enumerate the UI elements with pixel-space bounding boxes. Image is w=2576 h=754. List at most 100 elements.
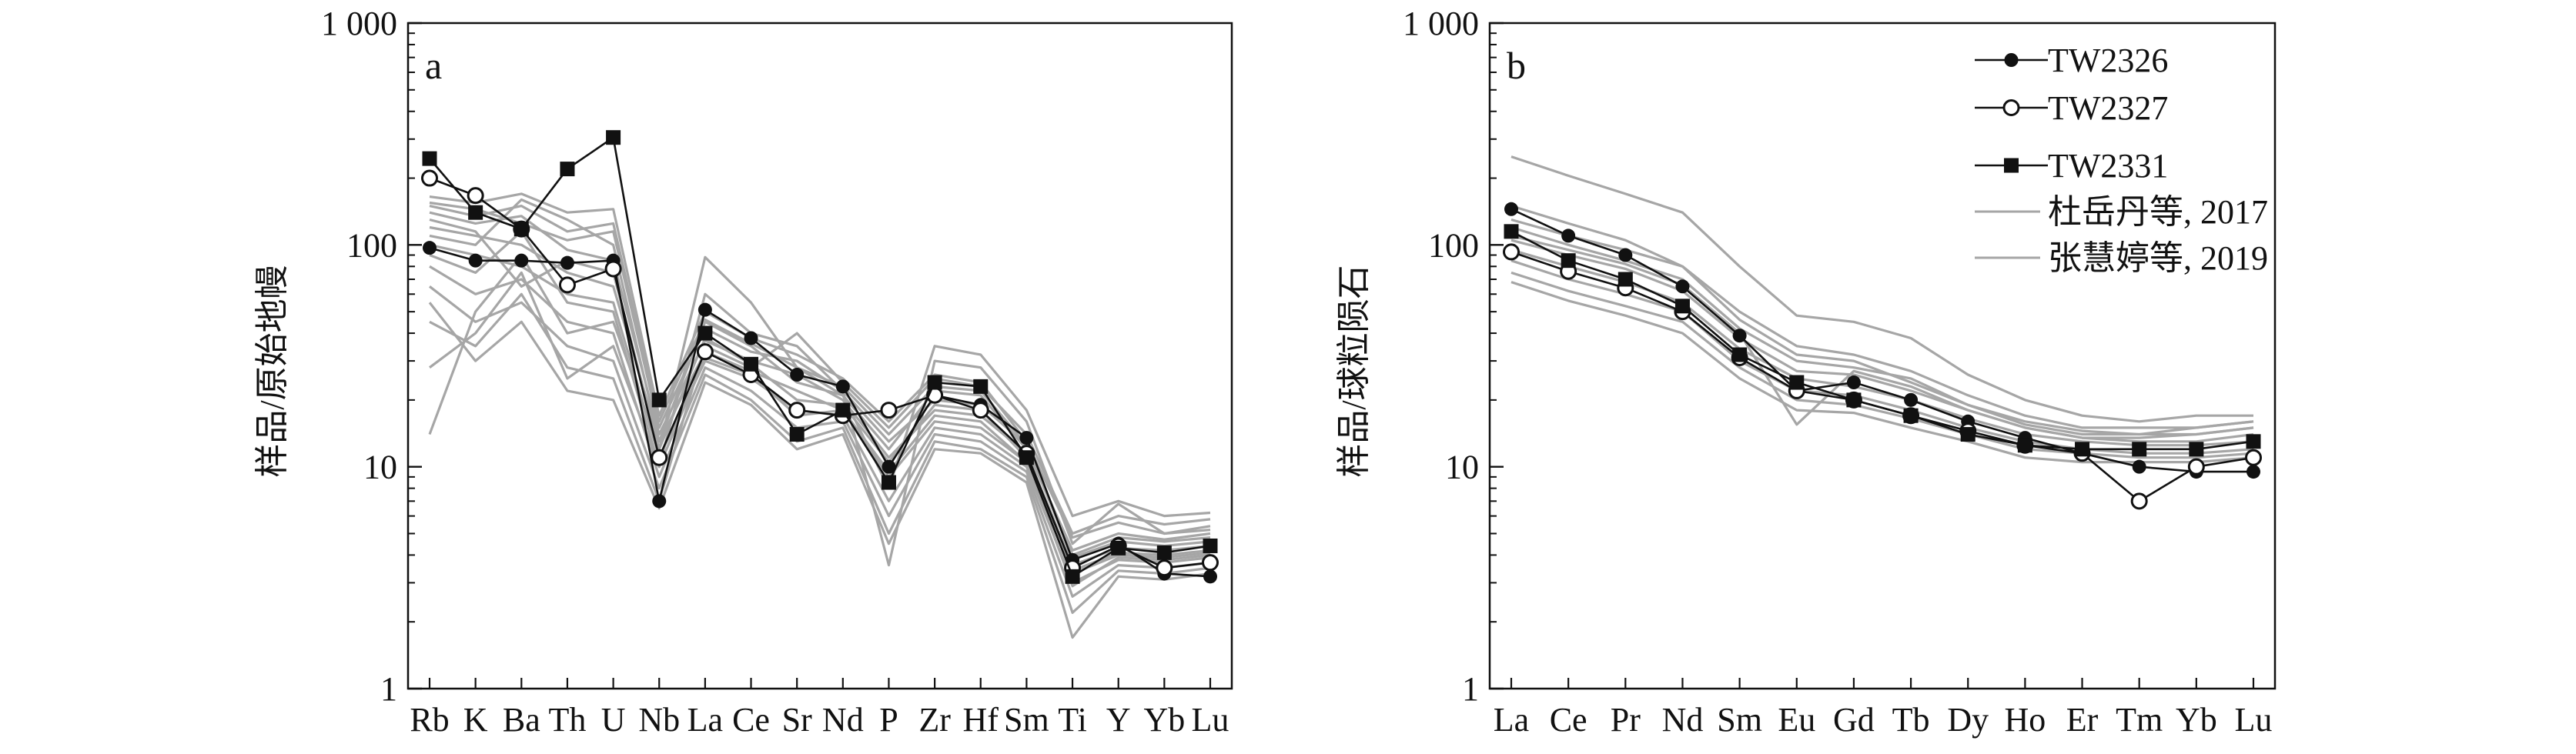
y-tick-label: 1 000: [1403, 5, 1479, 42]
x-tick-label: Pr: [1611, 701, 1641, 739]
x-tick-label: Rb: [410, 701, 449, 739]
data-point-tw2331: [560, 162, 575, 177]
data-point-tw2331: [1789, 375, 1805, 390]
data-point-tw2327: [972, 402, 989, 419]
reference-line: [429, 201, 1211, 557]
y-axis-label: 样品/原始地幔: [253, 265, 291, 477]
data-point-tw2327: [788, 402, 806, 419]
reference-line: [429, 205, 1211, 559]
data-point-tw2326: [1504, 202, 1518, 216]
data-point-tw2331: [927, 375, 942, 390]
reference-line: [429, 265, 1211, 598]
data-point-tw2326: [514, 253, 529, 268]
x-tick-label: Hf: [963, 701, 999, 739]
series-line-tw2331: [429, 136, 1211, 578]
data-point-tw2326: [652, 494, 667, 509]
data-point-tw2326: [2132, 459, 2146, 474]
reference-line: [429, 198, 1211, 552]
x-tick-label: P: [879, 701, 898, 739]
x-tick-label: Zr: [918, 701, 951, 739]
reference-line: [429, 230, 1211, 588]
legend-marker: [2004, 158, 2019, 173]
data-point-tw2331: [468, 205, 483, 220]
chart-panel-a: 1 10 100 1 000 Rb K Ba Th U Nb La Ce Sr Nd P Zr Hf Sm Ti Y Y…: [253, 5, 1233, 739]
data-point-tw2331: [2246, 434, 2261, 449]
x-tick-label: Lu: [1192, 701, 1229, 739]
data-point-tw2331: [789, 427, 805, 442]
x-tick-label: Er: [2066, 701, 2099, 739]
data-point-tw2331: [1732, 347, 1748, 362]
x-tick-label: U: [601, 701, 626, 739]
data-point-tw2327: [1503, 243, 1520, 261]
data-point-tw2327: [2130, 492, 2148, 510]
series-line-tw2331: [1510, 230, 2254, 451]
data-point-tw2331: [744, 356, 759, 372]
y-tick-label: 1 000: [321, 5, 397, 42]
x-tick-label: Sm: [1004, 701, 1049, 739]
data-point-tw2331: [651, 392, 667, 408]
reference-line: [429, 271, 1211, 567]
data-point-tw2327: [2187, 458, 2205, 475]
data-point-tw2326: [468, 253, 483, 268]
reference-line: [1510, 249, 2254, 447]
reference-line: [1510, 259, 2254, 455]
data-point-tw2331: [2017, 438, 2032, 453]
data-point-tw2331: [1504, 224, 1519, 239]
reference-line: [1510, 281, 2254, 464]
data-point-tw2331: [698, 325, 713, 341]
y-tick-label: 10: [363, 449, 397, 486]
data-point-tw2331: [1156, 545, 1172, 560]
x-tick-label: La: [687, 701, 723, 739]
x-tick-label: Sr: [782, 701, 812, 739]
x-tick-label: Tb: [1892, 701, 1930, 739]
data-point-tw2327: [1202, 554, 1219, 572]
series-line-tw2326: [429, 246, 1211, 578]
x-tick-label: Nd: [1662, 701, 1704, 739]
x-tick-label: Gd: [1833, 701, 1875, 739]
reference-line: [428, 302, 1211, 639]
data-point-tw2326: [835, 379, 850, 394]
data-point-tw2326: [1561, 229, 1576, 243]
reference-line: [1510, 155, 2253, 423]
data-point-tw2327: [696, 343, 714, 361]
data-point-tw2326: [790, 368, 805, 382]
reference-line: [1510, 218, 2254, 429]
data-point-tw2327: [880, 402, 898, 419]
data-point-tw2331: [835, 402, 851, 418]
plot-frame: [1488, 22, 2277, 690]
x-tick-label: Y: [1106, 701, 1131, 739]
data-point-tw2326: [882, 459, 896, 474]
data-point-tw2331: [422, 151, 437, 166]
data-point-tw2327: [651, 449, 668, 466]
data-point-tw2331: [881, 475, 896, 490]
data-point-tw2326: [423, 241, 437, 255]
data-point-tw2331: [1903, 408, 1919, 423]
legend-label: TW2327: [2048, 89, 2168, 127]
data-point-tw2331: [1960, 427, 1975, 442]
data-point-tw2331: [1111, 540, 1126, 555]
data-point-tw2326: [1675, 279, 1690, 294]
data-point-tw2331: [1846, 392, 1862, 408]
data-point-tw2327: [558, 276, 576, 294]
reference-line: [428, 253, 1211, 518]
x-tick-label: K: [463, 701, 488, 739]
data-point-tw2327: [421, 169, 438, 187]
data-point-tw2331: [2189, 442, 2204, 457]
data-point-tw2327: [1156, 559, 1173, 577]
data-point-tw2331: [2075, 442, 2090, 457]
x-tick-label: Nd: [822, 701, 864, 739]
x-tick-label: Yb: [2176, 701, 2217, 739]
reference-line: [429, 285, 1211, 614]
data-point-tw2326: [1904, 392, 1919, 407]
data-point-tw2327: [2245, 449, 2262, 466]
data-point-tw2331: [973, 379, 989, 394]
reference-line: [1510, 239, 2254, 443]
reference-line: [1510, 205, 2254, 436]
y-axis-label: 样品/球粒陨石: [1335, 265, 1373, 477]
reference-line: [429, 292, 1211, 535]
x-tick-label: Ce: [732, 701, 770, 739]
legend: TW2326 TW2327 TW2331 杜岳丹等, 2017 张慧婷等, 2019: [1975, 42, 2268, 277]
x-tick-label: Ba: [503, 701, 540, 739]
data-point-tw2331: [1674, 299, 1690, 314]
